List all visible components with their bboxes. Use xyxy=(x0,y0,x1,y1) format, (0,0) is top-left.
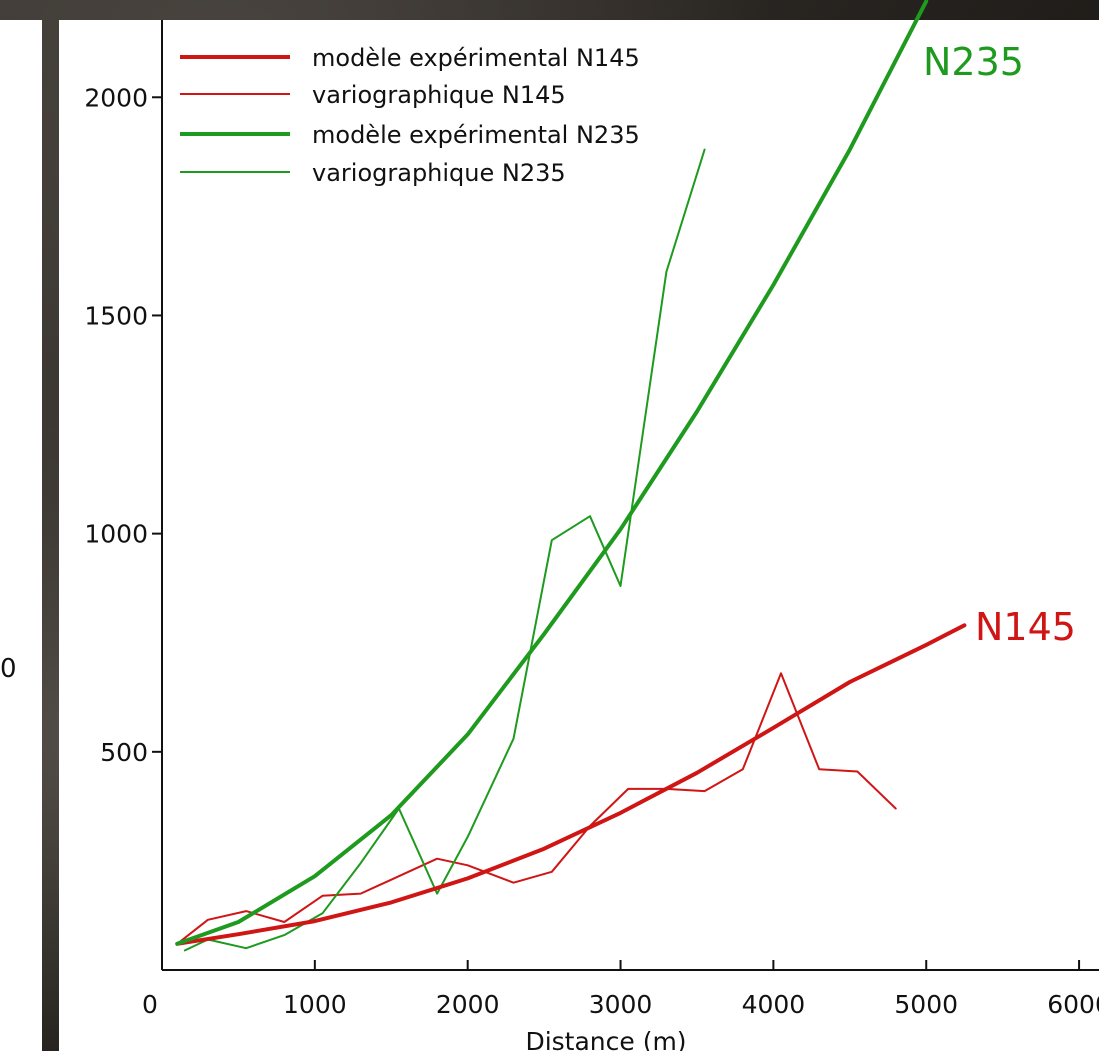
left-panel-fragment-label: 0 xyxy=(0,654,17,684)
axes xyxy=(161,20,1099,971)
x-tick-label: 3000 xyxy=(589,990,653,1019)
model-line-n235 xyxy=(175,0,929,946)
model-line-n145 xyxy=(175,623,967,946)
x-tick-label: 2000 xyxy=(436,990,500,1019)
x-tick-label: 1000 xyxy=(283,990,347,1019)
series-tag-n235: N235 xyxy=(923,40,1024,84)
legend: modèle expérimental N145 variographique N… xyxy=(180,44,640,187)
legend-label: modèle expérimental N145 xyxy=(312,44,640,72)
series-layer xyxy=(175,0,967,952)
y-tick-label: 1000 xyxy=(84,520,148,549)
left-panel-fragment: 0 xyxy=(0,20,42,1051)
x-tick-label: 0 xyxy=(142,990,158,1019)
legend-label: variographique N235 xyxy=(312,159,566,187)
ticks: 0 1000 2000 3000 4000 5000 6000 500 1000 1500 2000 xyxy=(84,83,1099,1019)
variogram-line-n235 xyxy=(183,148,706,952)
y-tick-label: 500 xyxy=(100,738,148,767)
legend-label: variographique N145 xyxy=(312,81,566,109)
variogram-line-n145 xyxy=(176,672,897,945)
x-tick-label: 4000 xyxy=(742,990,806,1019)
series-tag-n145: N145 xyxy=(975,605,1076,649)
y-tick-label: 2000 xyxy=(84,83,148,112)
y-tick-label: 1500 xyxy=(84,301,148,330)
x-axis-label: Distance (m) xyxy=(525,1027,686,1051)
legend-label: modèle expérimental N235 xyxy=(312,121,640,149)
annotations: N235 N145 xyxy=(923,40,1076,649)
x-tick-label: 5000 xyxy=(894,990,958,1019)
x-tick-label: 6000 xyxy=(1047,990,1099,1019)
chart-panel xyxy=(59,20,1099,1051)
